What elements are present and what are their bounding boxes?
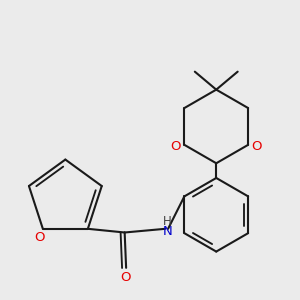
- Text: H: H: [163, 215, 172, 228]
- Text: N: N: [163, 225, 172, 238]
- Text: O: O: [252, 140, 262, 153]
- Text: O: O: [120, 271, 130, 284]
- Text: O: O: [170, 140, 181, 153]
- Text: O: O: [35, 231, 45, 244]
